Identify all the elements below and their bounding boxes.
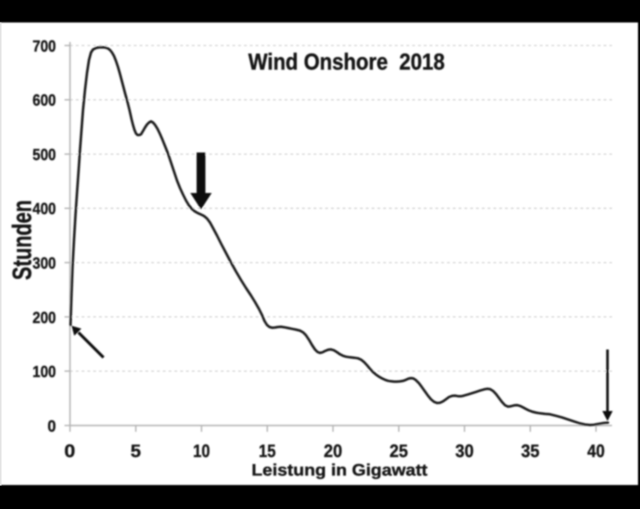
svg-text:35: 35 [521,441,540,461]
svg-text:Leistung in Gigawatt: Leistung in Gigawatt [252,462,429,480]
svg-text:600: 600 [33,93,57,110]
svg-text:Stunden: Stunden [7,200,37,280]
svg-text:400: 400 [33,201,57,218]
svg-text:10: 10 [193,441,210,461]
svg-text:5: 5 [131,441,142,461]
svg-text:500: 500 [33,147,57,164]
svg-text:300: 300 [33,256,57,273]
svg-text:30: 30 [455,441,474,461]
svg-text:700: 700 [33,38,57,55]
svg-text:15: 15 [259,441,276,461]
svg-text:25: 25 [390,441,409,461]
svg-text:100: 100 [33,364,57,381]
svg-text:Wind Onshore 2018: Wind Onshore 2018 [248,49,445,75]
svg-text:0: 0 [48,418,57,435]
svg-text:40: 40 [587,441,605,461]
svg-text:20: 20 [324,441,343,461]
svg-text:200: 200 [33,310,57,327]
svg-text:0: 0 [64,441,75,461]
